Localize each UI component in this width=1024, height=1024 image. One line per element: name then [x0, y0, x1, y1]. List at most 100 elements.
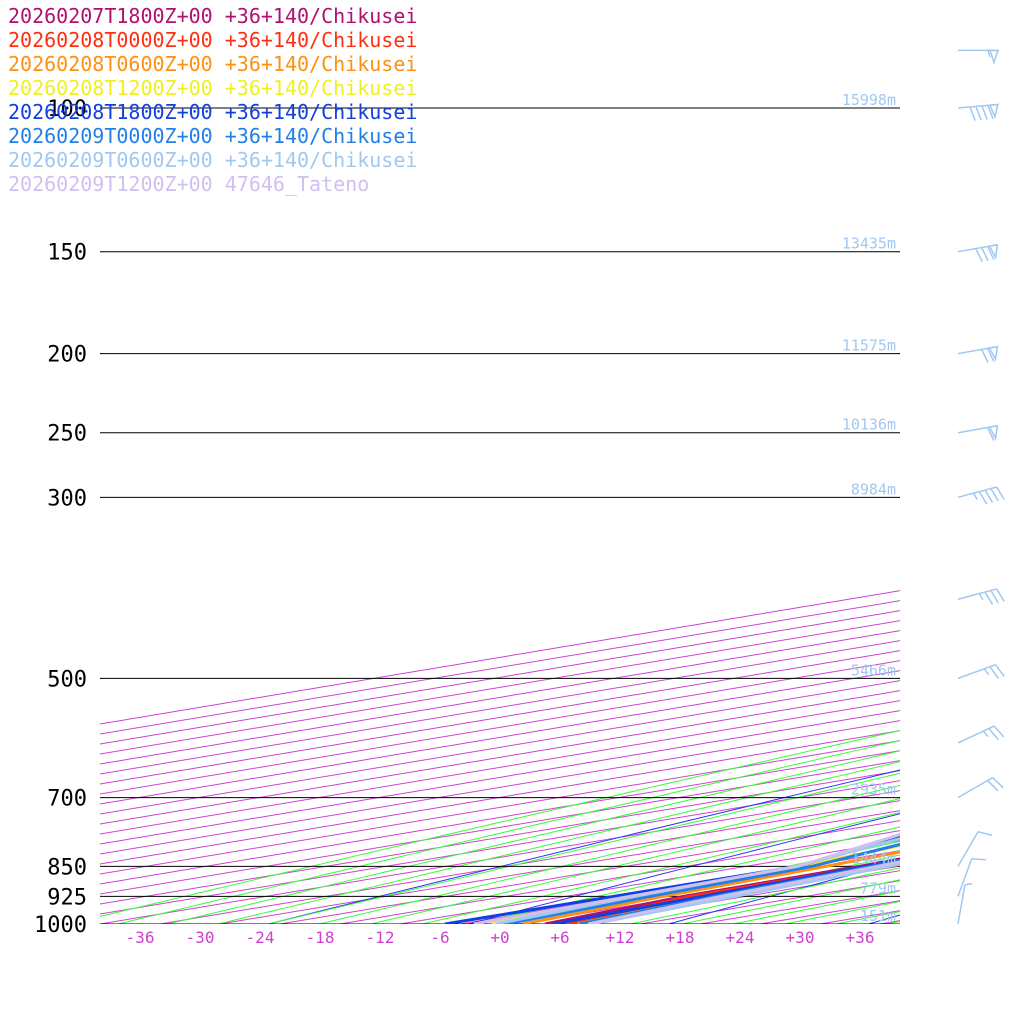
x-tick-label: -12 — [366, 928, 395, 947]
x-tick-label: -30 — [186, 928, 215, 947]
isotherm-line — [399, 840, 900, 924]
dewpoint-line — [564, 859, 900, 924]
isotherm-line — [100, 630, 900, 765]
pressure-label: 200 — [47, 343, 87, 368]
height-label: 8984m — [851, 480, 896, 498]
barb-half-flag — [982, 730, 989, 738]
isotherm-line — [339, 830, 900, 924]
x-tick-label: +30 — [786, 928, 815, 947]
barb-staff — [957, 486, 997, 499]
isotherm-line — [100, 690, 900, 825]
x-tick-label: +12 — [606, 928, 635, 947]
pressure-label: 150 — [47, 241, 87, 266]
barb-staff — [957, 725, 995, 744]
barb-flag — [969, 106, 976, 121]
barb-flag — [975, 106, 982, 121]
pressure-label: 300 — [47, 486, 87, 511]
isotherm-line — [100, 680, 900, 815]
height-label: 10136m — [842, 416, 896, 434]
isotherm-line — [100, 660, 900, 795]
wind-barb — [957, 831, 993, 867]
height-label: 13435m — [842, 235, 896, 253]
legend-entry: 20260209T0000Z+00 +36+140/Chikusei — [8, 124, 417, 148]
x-tick-label: -24 — [246, 928, 275, 947]
barb-flag — [989, 666, 1000, 679]
x-tick-label: -6 — [430, 928, 449, 947]
temperature-line — [577, 861, 900, 924]
isotherm-line — [459, 850, 900, 924]
moist-adiabat — [883, 920, 900, 924]
barb-flag — [986, 246, 995, 260]
wind-barb — [957, 345, 999, 363]
moist-adiabat — [368, 798, 900, 924]
moist-adiabat — [317, 784, 900, 924]
wind-barb — [957, 776, 1004, 799]
barb-flag — [978, 491, 988, 505]
wind-barb — [957, 883, 973, 925]
pressure-label: 100 — [47, 97, 87, 122]
moist-adiabat — [679, 879, 900, 924]
dewpoint-line — [505, 842, 900, 924]
legend-entry: 20260208T0000Z+00 +36+140/Chikusei — [8, 28, 417, 52]
pressure-label: 1000 — [34, 913, 87, 938]
isotherm-line — [100, 730, 900, 865]
barb-flag — [975, 248, 983, 262]
barb-flag — [980, 247, 989, 261]
barb-flag — [987, 105, 994, 120]
barb-pennant — [988, 103, 999, 120]
series-layer — [444, 832, 900, 924]
dewpoint-line — [444, 834, 900, 924]
wind-barb — [957, 243, 999, 262]
legend-entry: 20260208T1200Z+00 +36+140/Chikusei — [8, 76, 417, 100]
barb-flag — [992, 777, 1004, 789]
wind-barb — [958, 49, 1000, 65]
dewpoint-line — [522, 850, 900, 924]
isotherm-line — [100, 710, 900, 845]
barb-flag — [984, 489, 994, 503]
isotherm-line — [100, 670, 900, 805]
barb-flag — [971, 858, 987, 861]
barb-flag — [994, 664, 1005, 677]
temperature-line — [591, 862, 900, 924]
dry-adiabat — [266, 769, 900, 924]
wind-barb — [957, 588, 1005, 605]
isotherm-line — [100, 750, 900, 885]
moist-adiabat — [100, 729, 900, 917]
height-label: 1444m — [851, 849, 896, 867]
labels-layer: 100 150 200 250 300 500 700 850 925 1000 15998m 134… — [34, 91, 896, 947]
moist-adiabat — [627, 867, 900, 924]
moist-adiabat — [420, 812, 900, 924]
legend: 20260207T1800Z+00 +36+140/Chikusei202602… — [8, 4, 417, 196]
isotherm-line — [519, 860, 900, 924]
x-tick-label: -36 — [126, 928, 155, 947]
height-label: 15998m — [842, 91, 896, 109]
isotherm-line — [100, 740, 900, 875]
isotherm-line — [100, 700, 900, 835]
dry-adiabat — [466, 813, 900, 924]
moist-adiabat — [471, 826, 900, 924]
barb-flag — [990, 488, 999, 502]
wind-barb — [957, 103, 999, 121]
barb-staff — [957, 858, 973, 897]
dry-adiabat — [1011, 29, 1024, 941]
barb-flag — [986, 780, 999, 792]
x-tick-label: -18 — [306, 928, 335, 947]
height-label: 151m — [860, 907, 896, 925]
grid-layer — [100, 29, 1024, 941]
height-label: 2935m — [851, 781, 896, 799]
temperature-line — [573, 861, 900, 924]
barb-half-flag — [972, 492, 978, 500]
barb-flag — [988, 728, 999, 741]
pressure-label: 925 — [47, 885, 87, 910]
wind-barb — [957, 486, 1005, 505]
barb-pennant — [988, 243, 999, 260]
barb-half-flag — [987, 50, 991, 58]
barb-flag — [993, 725, 1005, 738]
barb-staff — [957, 588, 997, 601]
barb-flag — [995, 486, 1005, 500]
barb-flag — [995, 588, 1005, 602]
wind-barbs — [957, 49, 1005, 925]
barb-staff — [957, 663, 996, 680]
wind-barb — [957, 725, 1005, 744]
